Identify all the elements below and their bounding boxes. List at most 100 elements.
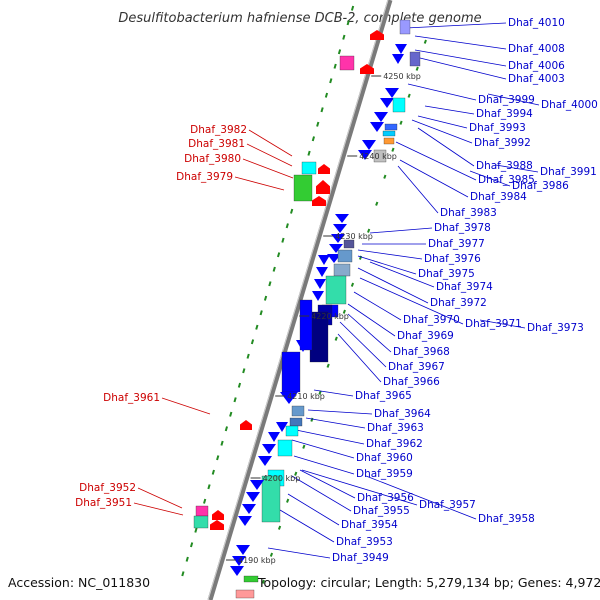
leader-line	[359, 277, 464, 325]
reverse-gene-label: Dhaf_4003	[508, 73, 565, 85]
track-dot	[399, 120, 403, 125]
track-dot	[246, 353, 250, 359]
tick-label: 4250 kbp	[383, 72, 421, 81]
reverse-gene-label: Dhaf_4008	[508, 43, 565, 55]
reverse-gene-label: Dhaf_3958	[478, 513, 535, 525]
accession-text: Accession: NC_011830	[8, 575, 151, 590]
reverse-gene-label: Dhaf_4000	[541, 99, 598, 111]
leader-line	[307, 409, 373, 415]
track-dot	[367, 228, 371, 233]
reverse-gene-label: Dhaf_3985	[478, 174, 535, 186]
track-dot	[286, 498, 290, 503]
reverse-gene-label: Dhaf_3974	[436, 281, 493, 293]
track-dot	[320, 107, 324, 113]
forward-gene-arrow	[240, 420, 252, 430]
track-dot	[391, 147, 395, 152]
leader-line	[347, 303, 396, 337]
leader-line	[133, 502, 184, 516]
track-dot	[272, 266, 276, 272]
reverse-gene-label: Dhaf_3964	[374, 408, 431, 420]
reverse-gene-box	[382, 130, 396, 137]
leader-line	[161, 397, 211, 415]
reverse-gene-label: Dhaf_3984	[470, 191, 527, 203]
leader-line	[293, 455, 355, 475]
reverse-gene-arrow	[380, 98, 394, 108]
track-dot	[203, 498, 207, 504]
reverse-gene-arrow	[329, 244, 343, 253]
reverse-gene-box	[399, 19, 411, 35]
track-dot	[337, 49, 342, 55]
leader-line	[414, 35, 507, 50]
reverse-gene-label: Dhaf_3955	[353, 505, 410, 517]
leader-line	[246, 143, 293, 167]
track-dot	[207, 484, 211, 490]
reverse-gene-arrow	[230, 566, 244, 576]
track-dot	[224, 426, 229, 432]
tick-label: 4230 kbp	[335, 232, 373, 241]
forward-gene-box	[293, 174, 313, 202]
reverse-gene-label: Dhaf_3975	[418, 268, 475, 280]
chromosome-backbone-highlight	[207, 0, 389, 600]
map-title: Desulfitobacterium hafniense DCB-2, comp…	[118, 11, 481, 26]
leader-line	[287, 493, 340, 526]
reverse-gene-box	[291, 405, 305, 417]
track-dot	[316, 121, 320, 127]
genome-summary-text: Topology: circular; Length: 5,279,134 bp…	[258, 575, 600, 590]
reverse-gene-arrow	[333, 224, 347, 233]
reverse-gene-label: Dhaf_3977	[428, 238, 485, 250]
track-dot	[250, 339, 255, 345]
reverse-gene-box	[261, 475, 281, 523]
reverse-gene-label: Dhaf_3994	[476, 108, 533, 120]
leader-line	[399, 159, 469, 198]
leader-line	[414, 49, 507, 67]
reverse-gene-arrow	[335, 214, 349, 223]
leader-line	[339, 321, 387, 368]
reverse-gene-arrow	[331, 234, 345, 243]
reverse-gene-box	[383, 137, 395, 145]
leader-line	[369, 261, 435, 288]
reverse-gene-label: Dhaf_3962	[366, 438, 423, 450]
reverse-gene-arrow	[392, 54, 404, 64]
track-dot	[383, 174, 387, 179]
track-dot	[346, 20, 350, 26]
leader-line	[353, 291, 402, 321]
reverse-gene-arrow	[296, 340, 310, 352]
leader-line	[242, 158, 294, 179]
reverse-gene-label: Dhaf_3973	[527, 322, 584, 334]
reverse-gene-arrow	[362, 140, 376, 150]
leader-line	[417, 115, 468, 129]
track-dot	[229, 411, 233, 417]
reverse-gene-label: Dhaf_3971	[465, 318, 522, 330]
track-dot	[307, 150, 311, 156]
track-dot	[350, 282, 355, 287]
leader-line	[495, 164, 539, 173]
reverse-gene-label: Dhaf_3956	[357, 492, 414, 504]
reverse-gene-label: Dhaf_3992	[474, 137, 531, 149]
leader-line	[424, 105, 475, 115]
leader-line	[295, 429, 365, 445]
leader-line	[279, 509, 335, 543]
reverse-gene-label: Dhaf_3988	[476, 160, 533, 172]
reverse-gene-label: Dhaf_3991	[540, 166, 597, 178]
reverse-gene-arrow	[316, 267, 328, 277]
reverse-gene-box	[243, 575, 259, 583]
reverse-gene-label: Dhaf_3968	[393, 346, 450, 358]
leader-line	[365, 475, 477, 520]
forward-gene-box	[195, 505, 209, 517]
reverse-gene-label: Dhaf_3993	[469, 122, 526, 134]
track-dot	[342, 34, 346, 40]
reverse-gene-box	[409, 51, 421, 67]
leader-line	[469, 170, 511, 187]
reverse-gene-arrow	[250, 480, 264, 490]
reverse-gene-label: Dhaf_3969	[397, 330, 454, 342]
reverse-gene-arrow	[312, 291, 324, 301]
track-dot	[189, 542, 194, 548]
leader-line	[301, 469, 418, 506]
reverse-gene-arrow	[318, 255, 330, 265]
leader-line	[417, 127, 475, 167]
track-dot	[276, 252, 281, 258]
track-dot	[261, 579, 265, 584]
tick-label: 4210 kbp	[287, 392, 325, 401]
leader-line	[395, 141, 477, 181]
reverse-gene-arrow	[358, 150, 372, 160]
